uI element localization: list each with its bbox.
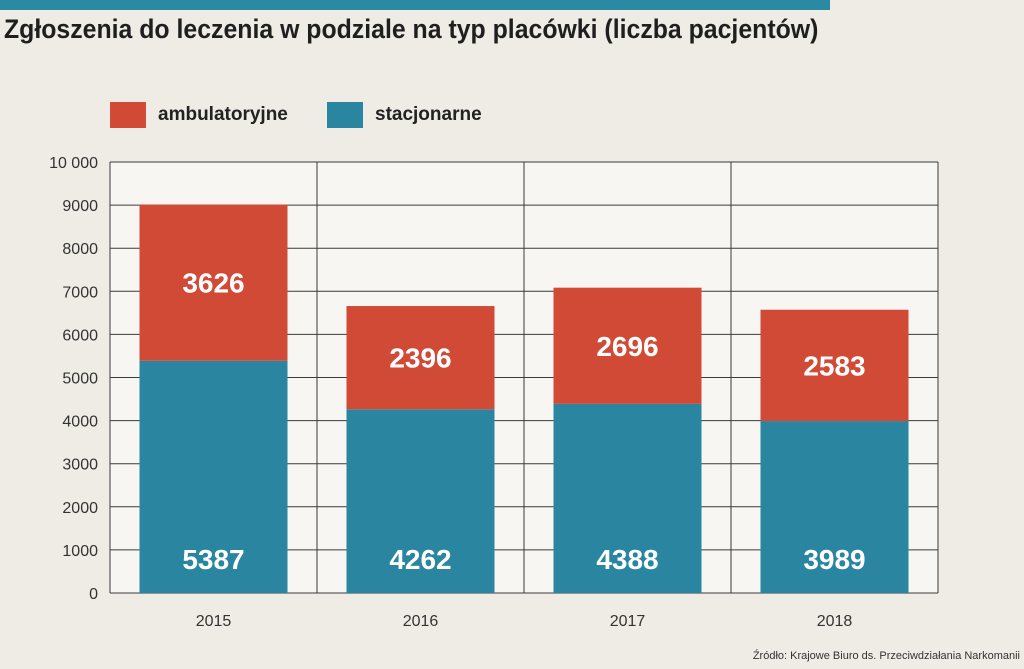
x-tick-label: 2015 — [196, 613, 232, 630]
legend-item-stacjonarne: stacjonarne — [327, 102, 482, 128]
bar-stacjonarne-2017 — [553, 403, 702, 593]
data-label-ambulatoryjne: 2696 — [596, 331, 658, 362]
source-note: Źródło: Krajowe Biuro ds. Przeciwdziałan… — [752, 650, 1020, 662]
legend-item-ambulatoryjne: ambulatoryjne — [110, 102, 288, 128]
legend-swatch-ambulatoryjne — [110, 102, 146, 128]
bar-ambulatoryjne-2018 — [760, 309, 909, 422]
legend-label-ambulatoryjne: ambulatoryjne — [158, 104, 288, 125]
bar-ambulatoryjne-2016 — [346, 306, 495, 410]
legend-label-stacjonarne: stacjonarne — [375, 104, 482, 125]
y-tick-label: 3000 — [62, 457, 98, 474]
data-label-ambulatoryjne: 2583 — [803, 350, 865, 381]
data-label-stacjonarne: 5387 — [182, 544, 244, 575]
x-tick-label: 2017 — [610, 613, 646, 630]
data-label-stacjonarne: 3989 — [803, 544, 865, 575]
bar-ambulatoryjne-2015 — [139, 204, 288, 361]
y-tick-label: 9000 — [62, 198, 98, 215]
data-label-stacjonarne: 4262 — [389, 544, 451, 575]
bar-stacjonarne-2018 — [760, 421, 909, 593]
y-tick-label: 1000 — [62, 543, 98, 560]
bar-ambulatoryjne-2017 — [553, 287, 702, 404]
legend-swatch-stacjonarne — [327, 102, 363, 128]
y-tick-label: 2000 — [62, 500, 98, 517]
y-tick-label: 10 000 — [49, 155, 98, 172]
bar-stacjonarne-2016 — [346, 409, 495, 593]
x-tick-label: 2018 — [817, 613, 853, 630]
y-tick-label: 7000 — [62, 284, 98, 301]
y-tick-label: 8000 — [62, 241, 98, 258]
x-tick-label: 2016 — [403, 613, 439, 630]
y-tick-label: 0 — [89, 586, 98, 603]
chart-title: Zgłoszenia do leczenia w podziale na typ… — [4, 14, 819, 44]
data-label-stacjonarne: 4388 — [596, 544, 658, 575]
data-label-ambulatoryjne: 3626 — [182, 268, 244, 299]
y-tick-label: 6000 — [62, 327, 98, 344]
data-label-ambulatoryjne: 2396 — [389, 343, 451, 374]
y-tick-label: 5000 — [62, 371, 98, 388]
top-accent-bar — [0, 0, 830, 10]
bar-stacjonarne-2015 — [139, 360, 288, 593]
y-tick-label: 4000 — [62, 414, 98, 431]
